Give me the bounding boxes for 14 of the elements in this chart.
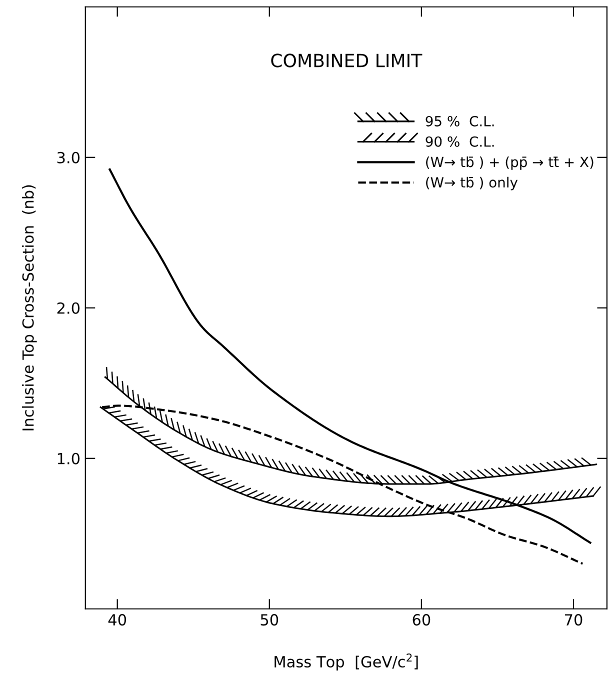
x-axis-title: Mass Top [GeV/c$^{2}$] xyxy=(274,654,418,670)
legend-label: 95 % C.L. xyxy=(426,116,494,126)
x-tick-label: 50 xyxy=(260,614,278,626)
legend-label: (W→ tb̄ ) + (pp̄ → tt̄ + X) xyxy=(426,156,594,170)
x-tick-label: 70 xyxy=(565,614,582,626)
y-axis-title: Inclusive Top Cross-Section (nb) xyxy=(22,185,37,430)
legend-label: 90 % C.L. xyxy=(426,136,494,147)
x-tick-label: 40 xyxy=(108,614,126,626)
y-tick-label: 1.0 xyxy=(58,452,80,464)
x-tick-label: 60 xyxy=(412,614,430,626)
y-tick-label: 3.0 xyxy=(57,152,80,164)
text: COMBINED LIMIT xyxy=(271,54,422,68)
y-tick-label: 2.0 xyxy=(57,302,80,314)
legend-label: (W→ tb̄ ) only xyxy=(426,176,518,190)
